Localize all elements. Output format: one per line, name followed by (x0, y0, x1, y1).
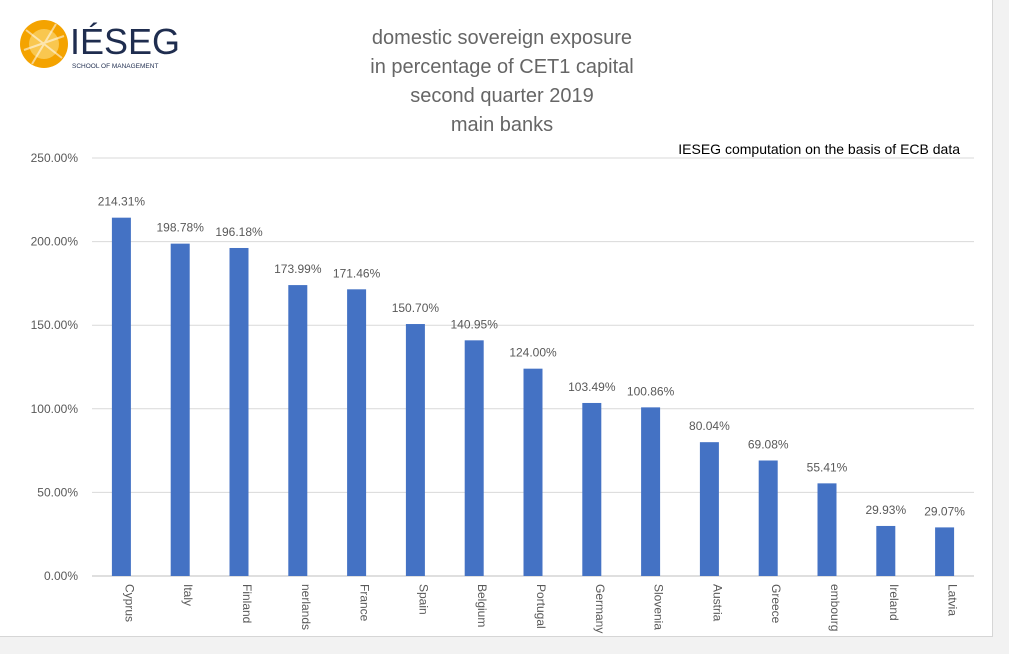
x-tick-label: Ireland (887, 584, 901, 621)
data-label: 103.49% (568, 380, 616, 394)
logo-wordmark: IÉSEG (70, 21, 180, 62)
title-line-2: in percentage of CET1 capital (370, 56, 634, 78)
y-tick-label: 100.00% (31, 402, 79, 416)
bar-chart: 0.00% 50.00% 100.00% 150.00% 200.00% 250.00% 2… (31, 151, 974, 633)
data-label: 140.95% (451, 317, 499, 331)
data-label: 150.70% (392, 301, 440, 315)
bar (523, 368, 543, 576)
x-tick-label: embourg (828, 584, 842, 631)
bar (229, 247, 249, 576)
bar (170, 243, 190, 577)
bar (876, 525, 896, 576)
data-label: 124.00% (509, 346, 557, 360)
data-label: 171.46% (333, 266, 381, 280)
bar (641, 407, 661, 576)
bar (758, 460, 778, 576)
x-tick-label: nerlands (299, 584, 313, 630)
bar (347, 289, 367, 576)
y-tick-label: 0.00% (44, 569, 78, 583)
data-label: 29.93% (865, 503, 906, 517)
x-tick-label: France (358, 584, 372, 622)
y-tick-label: 50.00% (37, 485, 78, 499)
bar (699, 442, 719, 576)
x-tick-label: Cyprus (122, 584, 136, 622)
chart-title: domestic sovereign exposure in percentag… (302, 24, 702, 140)
title-line-1: domestic sovereign exposure (371, 27, 633, 49)
bar (464, 340, 484, 576)
bar (405, 324, 425, 576)
logo-subline: SCHOOL OF MANAGEMENT (72, 63, 158, 70)
data-label: 196.18% (215, 225, 263, 239)
x-tick-label: Italy (181, 584, 195, 606)
x-tick-label: Greece (769, 584, 783, 624)
x-tick-label: Austria (710, 584, 724, 622)
bar (817, 483, 837, 576)
data-label: 69.08% (748, 437, 789, 451)
data-label: 173.99% (274, 262, 322, 276)
data-label: 100.86% (627, 384, 675, 398)
x-tick-label: Germany (593, 584, 607, 633)
x-tick-label: Belgium (475, 584, 489, 627)
ieseg-logo: IÉSEG SCHOOL OF MANAGEMENT (20, 20, 180, 70)
y-tick-label: 200.00% (31, 235, 79, 249)
bar (111, 217, 131, 576)
data-label: 55.41% (807, 460, 848, 474)
y-tick-label: 250.00% (31, 151, 79, 165)
source-note: IESEG computation on the basis of ECB da… (678, 141, 960, 157)
title-line-3: second quarter 2019 (410, 85, 594, 107)
bar (582, 402, 602, 576)
logo-facets-icon (23, 23, 65, 65)
y-tick-label: 150.00% (31, 318, 79, 332)
data-label: 214.31% (98, 195, 146, 209)
bar (288, 285, 308, 576)
x-tick-label: Slovenia (652, 584, 666, 630)
title-line-4: main banks (450, 114, 554, 136)
data-label: 198.78% (157, 221, 205, 235)
x-tick-label: Portugal (534, 584, 548, 629)
x-tick-label: Finland (240, 584, 254, 623)
x-tick-label: Latvia (946, 584, 960, 616)
data-label: 80.04% (689, 419, 730, 433)
x-tick-label: Spain (416, 584, 430, 615)
bar (935, 527, 955, 576)
chart-frame: IÉSEG SCHOOL OF MANAGEMENT domestic sove… (0, 0, 993, 637)
data-label: 29.07% (924, 504, 965, 518)
